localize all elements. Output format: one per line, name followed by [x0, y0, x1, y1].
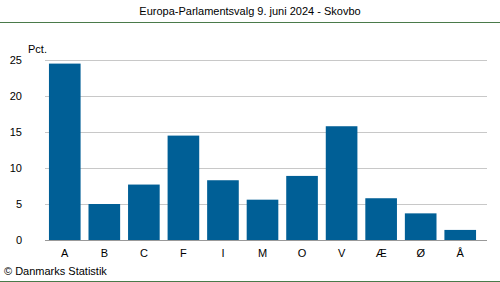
grid-line: [45, 60, 487, 61]
bar: [365, 198, 397, 240]
bars: [49, 64, 476, 240]
title: Europa-Parlamentsvalg 9. juni 2024 - Sko…: [139, 5, 360, 17]
source: © Danmarks Statistik: [4, 265, 107, 277]
x-tick-label: Å: [457, 247, 465, 259]
x-tick-label: Æ: [376, 247, 387, 259]
x-tick-label: F: [180, 247, 187, 259]
x-tick-label: I: [221, 247, 224, 259]
x-tick-label: M: [258, 247, 267, 259]
x-tick-label: O: [298, 247, 307, 259]
grid-line: [45, 132, 487, 133]
x-tick-label: C: [140, 247, 148, 259]
bar: [168, 136, 200, 240]
x-tick-label: A: [61, 247, 69, 259]
x-tick-label: B: [101, 247, 108, 259]
bar: [405, 213, 437, 240]
y-tick-label: 25: [10, 54, 22, 66]
bar: [247, 200, 279, 240]
y-tick-label: 20: [10, 90, 22, 102]
grid-line: [45, 168, 487, 169]
y-tick-label: 0: [16, 234, 22, 246]
y-tick-label: 5: [16, 198, 22, 210]
y-axis-label: Pct.: [28, 43, 47, 55]
bar: [128, 185, 160, 240]
bar: [49, 64, 81, 240]
bottom-rule: [0, 281, 500, 282]
chart: Europa-Parlamentsvalg 9. juni 2024 - Sko…: [0, 0, 500, 282]
top-rule: [0, 22, 500, 23]
x-tick-label: V: [338, 247, 346, 259]
bar: [326, 126, 358, 240]
bar: [207, 180, 239, 240]
y-tick-label: 10: [10, 162, 22, 174]
grid-line: [45, 240, 487, 241]
bar: [286, 176, 318, 240]
x-tick-label: Ø: [416, 247, 425, 259]
y-tick-label: 15: [10, 126, 22, 138]
bar: [444, 230, 476, 240]
bar: [89, 204, 121, 240]
grid-line: [45, 96, 487, 97]
